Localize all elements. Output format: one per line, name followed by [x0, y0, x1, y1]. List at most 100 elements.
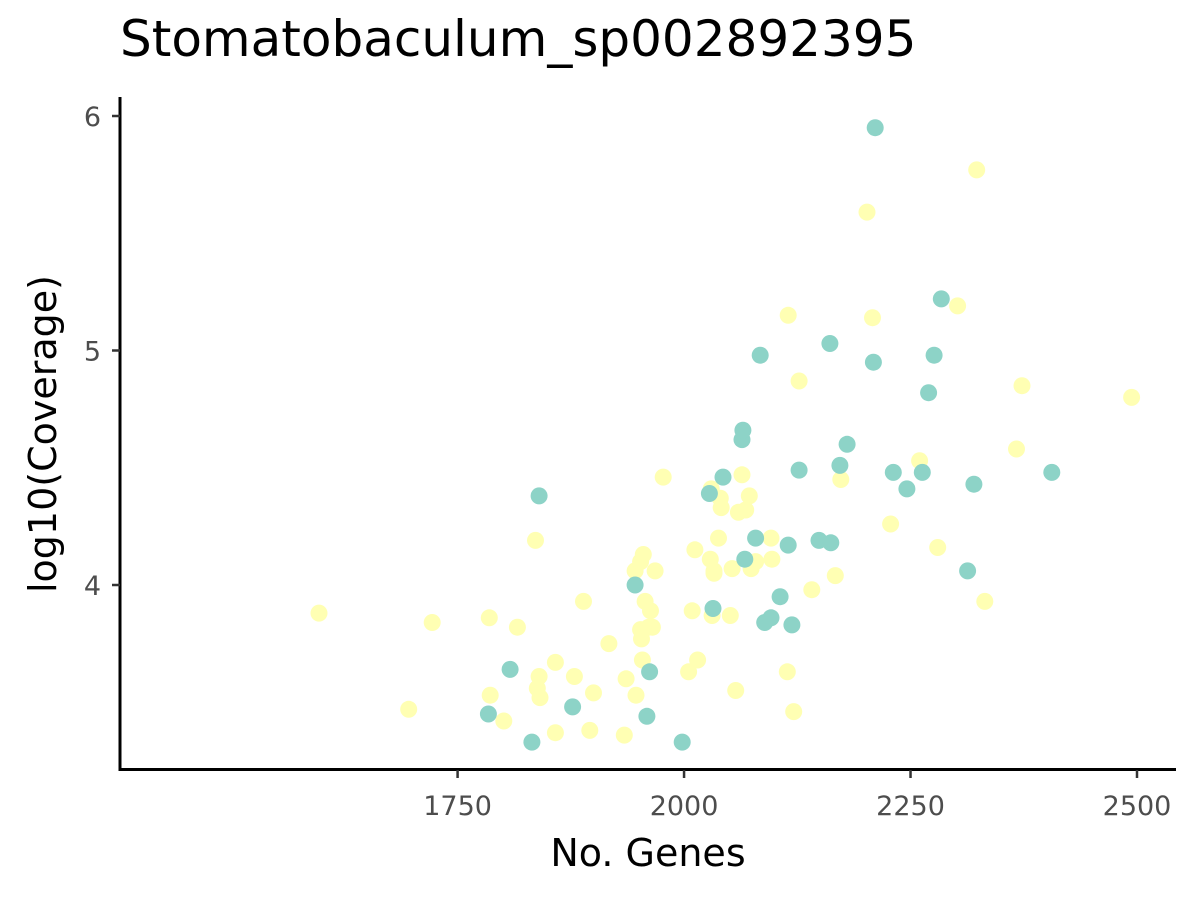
data-point	[831, 456, 849, 474]
data-point	[546, 653, 564, 671]
data-point	[638, 707, 656, 725]
data-point	[771, 588, 789, 606]
data-point	[763, 550, 781, 568]
data-point	[705, 562, 723, 580]
data-point	[747, 529, 765, 547]
data-point	[530, 487, 548, 505]
data-point	[704, 600, 722, 617]
data-point	[508, 618, 526, 636]
data-point	[826, 567, 844, 585]
data-point	[858, 203, 876, 221]
data-point	[423, 614, 441, 631]
data-point	[712, 499, 730, 517]
y-tick-label: 5	[84, 337, 101, 368]
data-point	[1008, 440, 1025, 458]
data-point	[959, 562, 977, 580]
x-tick-label: 1750	[423, 791, 492, 822]
data-point	[686, 541, 704, 559]
data-point	[310, 604, 328, 622]
data-point	[790, 461, 808, 479]
data-point	[965, 475, 983, 493]
data-point	[751, 346, 769, 364]
data-point	[531, 689, 549, 707]
data-point	[832, 471, 850, 488]
data-point	[762, 529, 780, 547]
data-point	[523, 733, 541, 751]
data-point	[627, 686, 645, 704]
data-point	[884, 463, 902, 481]
data-point	[783, 616, 801, 634]
data-point	[481, 686, 499, 704]
data-point	[654, 468, 672, 486]
data-point	[700, 485, 718, 502]
data-point	[866, 119, 884, 137]
data-point	[1043, 463, 1061, 481]
data-point	[925, 346, 943, 364]
y-tick-label: 4	[84, 571, 101, 602]
data-point	[790, 372, 808, 390]
data-point	[714, 468, 732, 486]
data-point	[723, 560, 741, 578]
data-point	[400, 700, 418, 718]
data-point	[779, 536, 797, 554]
data-point	[882, 515, 900, 533]
data-point	[501, 660, 519, 678]
data-point	[779, 306, 797, 324]
data-point	[913, 463, 931, 481]
data-point	[479, 705, 497, 723]
data-point	[949, 297, 967, 315]
data-point	[643, 618, 661, 636]
data-point	[778, 663, 796, 681]
data-point	[495, 712, 513, 730]
data-point	[615, 726, 633, 744]
data-point	[821, 335, 839, 352]
data-point	[646, 562, 664, 580]
data-point	[565, 668, 583, 685]
data-point	[785, 703, 803, 721]
data-point	[585, 684, 602, 702]
data-point	[976, 592, 994, 610]
data-point	[527, 531, 544, 549]
data-point	[1013, 377, 1031, 395]
data-point	[546, 724, 564, 742]
x-axis-ticks: 1750 2000 2250 2500	[423, 770, 1171, 822]
data-point	[642, 602, 659, 620]
data-point	[968, 161, 986, 179]
data-point	[480, 609, 498, 627]
data-point	[530, 668, 548, 685]
data-point	[1123, 388, 1141, 406]
data-point	[762, 609, 780, 627]
data-point	[581, 721, 599, 739]
y-tick-label: 6	[84, 102, 101, 133]
data-point	[626, 576, 644, 594]
data-point	[898, 480, 916, 498]
data-point	[929, 539, 947, 556]
data-point	[864, 353, 882, 371]
points-layer	[310, 119, 1141, 751]
data-point	[617, 670, 635, 688]
data-point	[822, 534, 840, 552]
data-point	[634, 546, 652, 563]
x-axis-title: No. Genes	[550, 831, 745, 875]
data-point	[733, 466, 751, 484]
data-point	[721, 607, 739, 624]
x-tick-label: 2500	[1103, 791, 1172, 822]
data-point	[737, 501, 755, 519]
data-point	[932, 290, 950, 308]
data-point	[736, 550, 754, 568]
data-point	[564, 698, 582, 716]
data-point	[740, 487, 758, 505]
data-point	[838, 435, 856, 453]
data-point	[641, 663, 659, 681]
data-point	[734, 421, 752, 439]
data-point	[920, 384, 938, 402]
y-axis-ticks: 4 5 6	[84, 102, 120, 602]
data-point	[673, 733, 691, 751]
data-point	[710, 529, 727, 547]
data-point	[727, 682, 745, 699]
data-point	[600, 635, 618, 653]
y-axis-title: log10(Coverage)	[21, 275, 65, 593]
data-point	[803, 581, 821, 599]
x-tick-label: 2250	[876, 791, 945, 822]
